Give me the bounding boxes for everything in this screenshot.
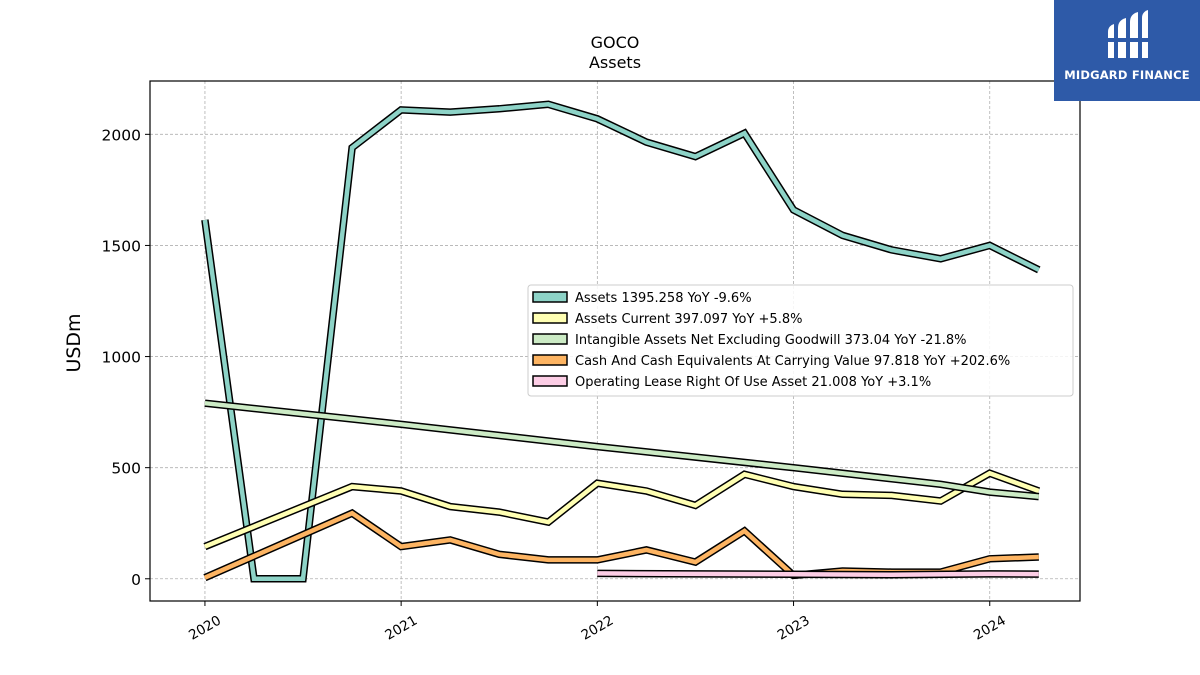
y-tick-label: 0 (131, 571, 141, 589)
legend-swatch (532, 375, 568, 387)
plot-frame (149, 80, 1081, 602)
chart-subtitle: Assets (589, 53, 641, 72)
x-tick-label: 2020 (186, 613, 224, 644)
series-lines (201, 100, 1041, 583)
legend-label: Intangible Assets Net Excluding Goodwill… (575, 333, 966, 348)
x-tick-label: 2024 (971, 613, 1009, 644)
y-tick-label: 1000 (102, 349, 141, 367)
y-tick-label: 500 (111, 460, 141, 478)
legend-label: Operating Lease Right Of Use Asset 21.00… (575, 375, 931, 390)
series-line (202, 102, 1040, 582)
brand-mark-icon (1106, 10, 1150, 58)
legend-swatch (532, 354, 568, 366)
legend: Assets 1395.258 YoY -9.6% Assets Current … (527, 284, 1074, 397)
legend-swatch (532, 333, 568, 345)
series-line (204, 400, 1040, 499)
brand-logo: MIDGARD FINANCE (1054, 0, 1200, 101)
series-line (203, 510, 1039, 580)
legend-label: Assets 1395.258 YoY -9.6% (575, 291, 752, 306)
x-tick-label: 2021 (382, 613, 420, 644)
y-tick-label: 2000 (102, 126, 141, 144)
legend-label: Cash And Cash Equivalents At Carrying Va… (575, 354, 1010, 369)
legend-label: Assets Current 397.097 YoY +5.8% (575, 312, 802, 327)
x-tick-label: 2023 (775, 613, 813, 644)
legend-swatch (532, 312, 568, 324)
x-tick-label: 2022 (579, 613, 617, 644)
series-line (597, 571, 1039, 578)
chart-title: GOCO (591, 33, 640, 52)
legend-box (527, 284, 1074, 397)
series-line (204, 470, 1040, 549)
brand-name: MIDGARD FINANCE (1064, 68, 1190, 82)
legend-swatch (532, 291, 568, 303)
y-axis-label: USDm (63, 313, 85, 372)
y-tick-label: 1500 (102, 237, 141, 255)
